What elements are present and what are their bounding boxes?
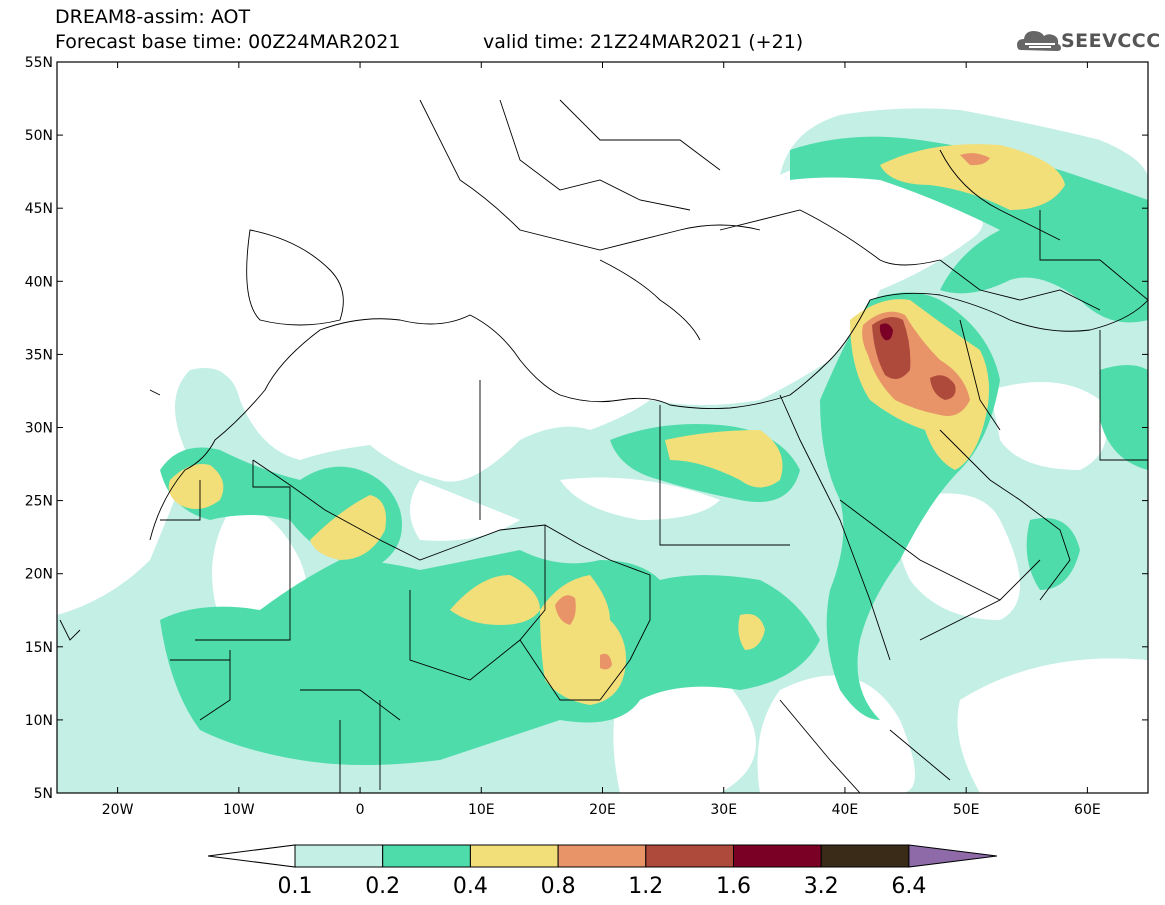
lat-tick-label: 30N [25, 421, 53, 437]
lon-tick-label: 10W [223, 802, 255, 818]
aot-field [57, 62, 1148, 793]
colorbar-label: 0.2 [365, 874, 400, 899]
lat-tick-label: 20N [25, 567, 53, 583]
lon-tick-label: 0 [356, 802, 365, 818]
colorbar-label: 0.4 [453, 874, 488, 899]
colorbar-segment [733, 844, 822, 868]
colorbar-segment [469, 844, 559, 868]
lon-tick-label: 40E [832, 802, 859, 818]
lon-tick-label: 10E [468, 802, 495, 818]
lon-tick-label: 60E [1074, 802, 1101, 818]
colorbar: 0.1 0.2 0.4 0.8 1.2 1.6 3.2 6.4 [207, 844, 997, 899]
colorbar-label: 0.8 [541, 874, 576, 899]
colorbar-label: 0.1 [278, 874, 313, 899]
colorbar-segment [294, 844, 384, 868]
lon-tick-label: 20E [589, 802, 616, 818]
colorbar-segment [820, 844, 910, 868]
country-borders [59, 99, 1148, 793]
product-title: DREAM8-assim: AOT [55, 6, 251, 28]
lat-tick-label: 15N [25, 640, 53, 656]
lon-tick-label: 20W [102, 802, 134, 818]
colorbar-label: 1.6 [716, 874, 751, 899]
lat-tick-label: 25N [25, 494, 53, 510]
colorbar-label: 3.2 [804, 874, 839, 899]
lat-tick-label: 45N [25, 201, 53, 217]
colorbar-under-triangle [207, 844, 296, 868]
lat-tick-label: 50N [25, 128, 53, 144]
colorbar-segment [382, 844, 471, 868]
lat-tick-label: 55N [25, 55, 53, 71]
colorbar-label: 6.4 [891, 874, 926, 899]
lon-tick-label: 30E [710, 802, 737, 818]
lat-tick-label: 35N [25, 347, 53, 363]
seevccc-logo: SEEVCCC [1061, 30, 1161, 52]
colorbar-over-triangle [908, 844, 997, 868]
colorbar-segment [557, 844, 647, 868]
cloud-icon [1017, 31, 1061, 51]
valid-time: valid time: 21Z24MAR2021 (+21) [483, 31, 804, 53]
lat-tick-label: 5N [34, 786, 53, 802]
lat-tick-label: 10N [25, 713, 53, 729]
lon-tick-label: 50E [953, 802, 980, 818]
colorbar-segment [645, 844, 734, 868]
lat-tick-label: 40N [25, 274, 53, 290]
axis-tick-labels: 20W 10W 0 10E 20E 30E 40E 50E 60E 55N 50N 45N 40N 35N… [25, 55, 1101, 818]
axis-ticks [57, 61, 1148, 794]
colorbar-label: 1.2 [628, 874, 663, 899]
base-time: Forecast base time: 00Z24MAR2021 [55, 31, 401, 53]
